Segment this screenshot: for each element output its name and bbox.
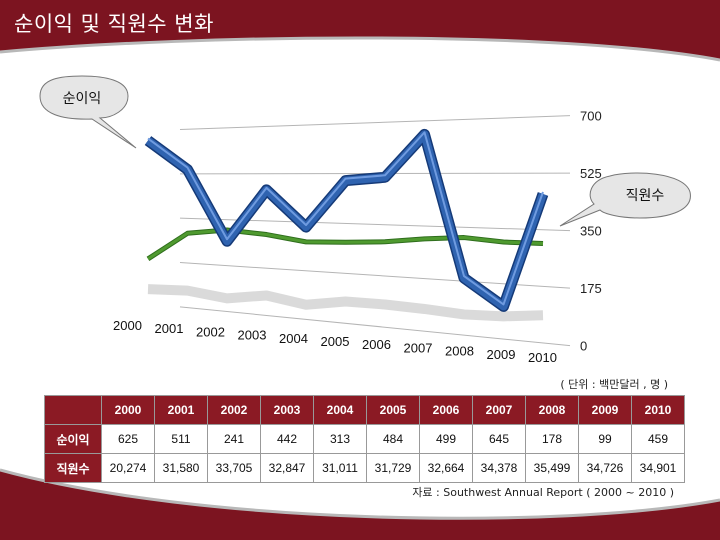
y-tick-label: 175 — [580, 281, 602, 296]
callout-net-income: 순이익 — [39, 75, 137, 149]
table-cell: 34,726 — [578, 453, 632, 483]
table-row: 직원수 20,274 31,580 33,705 32,847 31,011 31,729 3… — [44, 453, 685, 483]
table-header-year: 2003 — [260, 395, 314, 425]
table-header-year: 2005 — [366, 395, 420, 425]
y-tick-labels: 0 175 350 525 700 — [580, 109, 602, 354]
table-cell: 31,729 — [366, 453, 420, 483]
table-cell: 442 — [260, 424, 314, 454]
table-header-row: 2000 2001 2002 2003 2004 2005 2006 2007 2008 2009… — [44, 395, 685, 425]
x-tick-label: 2006 — [362, 337, 391, 352]
unit-note: ( 단위 : 백만달러 , 명 ) — [560, 378, 668, 391]
y-tick-label: 0 — [580, 339, 587, 354]
table-cell: 32,847 — [260, 453, 314, 483]
callout-employees-label: 직원수 — [626, 188, 665, 204]
x-tick-label: 2000 — [113, 318, 142, 333]
x-tick-label: 2007 — [404, 340, 433, 355]
table-header-year: 2008 — [525, 395, 579, 425]
table-header-year: 2010 — [631, 395, 685, 425]
table-header-year: 2001 — [154, 395, 208, 425]
table-cell: 33,705 — [207, 453, 261, 483]
chart-shadow — [147, 284, 544, 322]
table-header-year: 2009 — [578, 395, 632, 425]
employees-line — [147, 228, 544, 261]
x-tick-label: 2002 — [196, 324, 225, 339]
table-cell: 35,499 — [525, 453, 579, 483]
data-table: 2000 2001 2002 2003 2004 2005 2006 2007 2008 2009… — [44, 395, 685, 483]
net-income-highlight — [147, 131, 544, 306]
table-cell: 34,378 — [472, 453, 526, 483]
page-title: 순이익 및 직원수 변화 — [14, 12, 214, 36]
table-cell: 313 — [313, 424, 367, 454]
table-cell: 499 — [419, 424, 473, 454]
x-tick-label: 2003 — [238, 328, 267, 343]
table-corner-cell — [44, 395, 102, 425]
employees-line-edge — [146, 227, 544, 261]
x-tick-label: 2001 — [155, 321, 184, 336]
table-header-year: 2007 — [472, 395, 526, 425]
table-header-year: 2002 — [207, 395, 261, 425]
table-cell: 34,901 — [631, 453, 685, 483]
x-tick-labels: 2000 2001 2002 2003 2004 2005 2006 2007 2008 2009… — [113, 318, 557, 365]
net-income-line-edge — [144, 128, 549, 312]
table-cell: 32,664 — [419, 453, 473, 483]
x-tick-label: 2009 — [487, 347, 516, 362]
series-net-income — [144, 128, 549, 312]
gridline — [179, 115, 571, 131]
net-income-shadow — [147, 284, 544, 322]
callout-net-income-label: 순이익 — [63, 91, 102, 107]
table-cell: 99 — [578, 424, 632, 454]
y-tick-label: 700 — [580, 109, 602, 124]
y-tick-label: 525 — [580, 166, 602, 181]
gridline — [179, 306, 571, 347]
table-cell: 459 — [631, 424, 685, 454]
table-cell: 511 — [154, 424, 208, 454]
callout-employees: 직원수 — [559, 172, 691, 227]
series-employees — [146, 227, 544, 261]
table-cell: 645 — [472, 424, 526, 454]
table-header-year: 2006 — [419, 395, 473, 425]
table-cell: 31,011 — [313, 453, 367, 483]
table-header-year: 2000 — [101, 395, 155, 425]
table-header-year: 2004 — [313, 395, 367, 425]
table-cell: 178 — [525, 424, 579, 454]
table-row: 순이익 625 511 241 442 313 484 499 645 178 99 459 — [44, 424, 685, 454]
table-cell: 625 — [101, 424, 155, 454]
table-cell: 31,580 — [154, 453, 208, 483]
source-note: 자료 : Southwest Annual Report ( 2000 ~ 20… — [412, 486, 674, 499]
gridline — [179, 262, 571, 289]
table-cell: 20,274 — [101, 453, 155, 483]
y-tick-label: 350 — [580, 224, 602, 239]
net-income-line — [145, 130, 547, 311]
table-cell: 484 — [366, 424, 420, 454]
table-cell: 241 — [207, 424, 261, 454]
x-tick-label: 2004 — [279, 331, 308, 346]
table-row-label: 순이익 — [44, 424, 102, 454]
table-row-label: 직원수 — [44, 453, 102, 483]
x-tick-label: 2008 — [445, 344, 474, 359]
x-tick-label: 2010 — [528, 350, 557, 365]
x-tick-label: 2005 — [321, 334, 350, 349]
